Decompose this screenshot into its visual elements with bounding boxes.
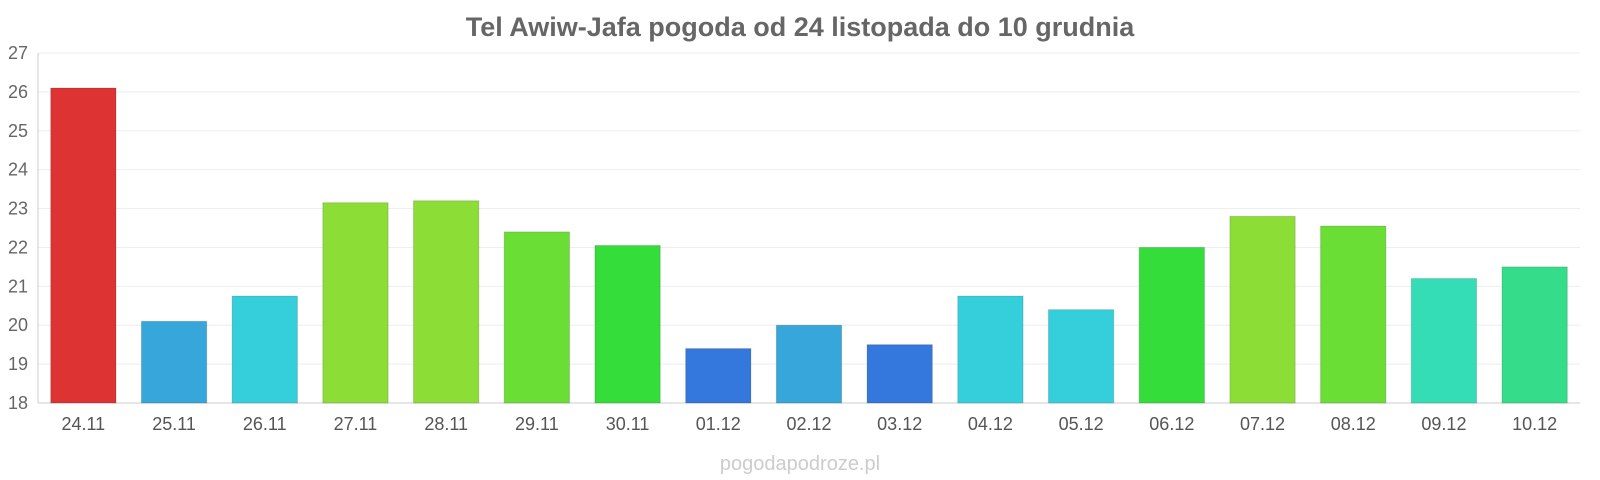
bar-04.12 [957,295,1024,404]
x-tick-label: 27.11 [334,414,378,434]
bar-07.12 [1229,215,1296,404]
x-tick-label: 28.11 [424,414,468,434]
bar-26.11 [231,295,298,404]
x-tick-label: 10.12 [1512,414,1557,434]
x-tick-label: 02.12 [786,414,831,434]
x-tick-label: 30.11 [606,414,650,434]
bar-01.12 [685,348,752,404]
x-tick-label: 03.12 [877,414,922,434]
bar-28.11 [413,200,480,404]
chart-title: Tel Awiw-Jafa pogoda od 24 listopada do … [466,12,1136,42]
x-axis-ticks: 24.11 25.11 26.11 27.11 28.11 29.11 30.11 01.12… [61,414,1557,434]
x-tick-label: 05.12 [1059,414,1104,434]
x-tick-label: 29.11 [515,414,559,434]
y-tick-label: 23 [8,199,28,219]
x-tick-label: 01.12 [696,414,741,434]
watermark: pogodapodroze.pl [720,453,880,475]
y-tick-label: 19 [8,354,28,374]
y-tick-label: 21 [8,276,28,296]
bar-24.11 [50,87,117,404]
bar-06.12 [1138,246,1205,404]
y-tick-label: 20 [8,315,28,335]
y-tick-label: 27 [8,43,28,63]
y-tick-label: 24 [8,160,28,180]
bar-25.11 [140,320,208,404]
x-tick-label: 06.12 [1149,414,1194,434]
y-tick-label: 22 [8,237,28,257]
bar-27.11 [322,202,389,404]
x-tick-label: 04.12 [968,414,1013,434]
bar-30.11 [594,245,661,404]
bar-05.12 [1047,309,1115,404]
x-tick-label: 08.12 [1331,414,1376,434]
bars [50,87,1568,404]
y-tick-label: 18 [8,393,28,413]
x-tick-label: 26.11 [243,414,287,434]
bar-08.12 [1320,225,1387,404]
x-tick-label: 24.11 [61,414,105,434]
y-tick-label: 25 [8,121,28,141]
y-tick-label: 26 [8,82,28,102]
bar-02.12 [775,324,843,404]
bar-03.12 [866,344,933,404]
y-axis-ticks: 18 19 20 21 22 23 24 25 26 27 [8,43,28,413]
x-tick-label: 25.11 [152,414,196,434]
x-tick-label: 07.12 [1240,414,1285,434]
bar-09.12 [1410,278,1478,404]
bar-10.12 [1501,266,1568,404]
x-tick-label: 09.12 [1421,414,1466,434]
bar-29.11 [503,231,571,404]
